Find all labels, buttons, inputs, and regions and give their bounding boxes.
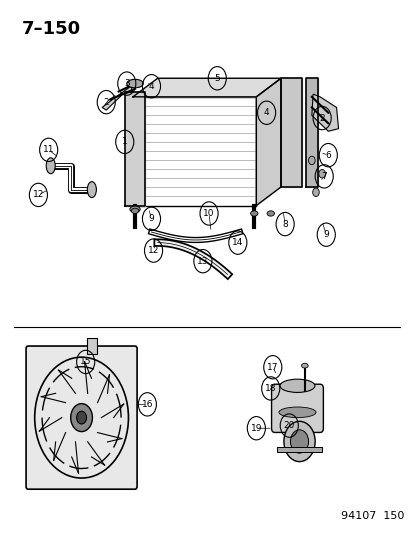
Ellipse shape [130,206,140,213]
Ellipse shape [87,182,96,198]
Text: 9: 9 [323,230,328,239]
Ellipse shape [279,379,314,392]
Circle shape [76,411,86,424]
Text: 4: 4 [148,82,154,91]
Text: 7–150: 7–150 [22,20,81,38]
FancyBboxPatch shape [87,338,97,354]
Text: 1: 1 [121,138,127,147]
Ellipse shape [46,158,55,174]
Text: 18: 18 [264,384,276,393]
FancyBboxPatch shape [271,384,323,432]
Polygon shape [256,78,280,206]
Text: 5: 5 [214,74,220,83]
Ellipse shape [301,364,307,368]
Text: 15: 15 [80,358,91,367]
Polygon shape [124,92,145,206]
Text: 17: 17 [266,363,278,372]
Circle shape [308,156,314,165]
Text: 20: 20 [283,421,294,430]
Text: 4: 4 [263,108,269,117]
Text: 12: 12 [147,246,159,255]
Text: 12: 12 [33,190,44,199]
Circle shape [283,421,314,462]
Text: 10: 10 [203,209,214,218]
Circle shape [312,188,318,197]
Circle shape [71,403,92,432]
Ellipse shape [126,79,143,88]
Text: 2: 2 [318,114,324,123]
Text: 3: 3 [123,79,129,88]
Ellipse shape [250,211,257,216]
Text: 8: 8 [282,220,287,229]
Text: 14: 14 [232,238,243,247]
Text: 13: 13 [197,257,208,265]
Ellipse shape [266,211,274,216]
Text: 2: 2 [103,98,109,107]
Polygon shape [311,94,338,131]
Text: 94107  150: 94107 150 [340,511,404,521]
Text: 6: 6 [325,151,330,160]
Polygon shape [276,447,321,452]
Polygon shape [280,78,301,187]
Polygon shape [133,78,280,97]
Text: 7: 7 [320,172,326,181]
Circle shape [290,430,308,453]
FancyBboxPatch shape [26,346,137,489]
Text: 19: 19 [250,424,261,433]
Polygon shape [102,86,133,110]
Circle shape [318,169,325,178]
Polygon shape [305,78,317,187]
Text: 9: 9 [148,214,154,223]
Ellipse shape [278,407,315,418]
Ellipse shape [131,208,138,214]
Text: 11: 11 [43,146,54,155]
Text: 16: 16 [141,400,153,409]
